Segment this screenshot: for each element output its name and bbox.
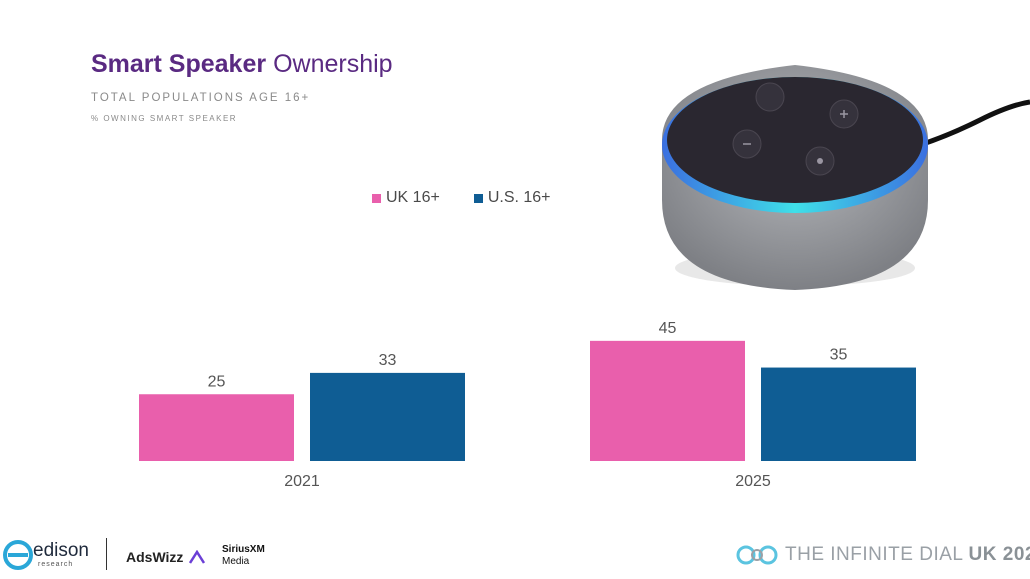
legend-item-us: U.S. 16+	[473, 189, 551, 207]
chart-title: Smart Speaker Ownership	[91, 50, 393, 79]
infinite-dial-text: THE INFINITE DIAL UK 2025	[785, 544, 1030, 566]
edison-logo-icon	[3, 540, 33, 570]
infinite-dial-logo-icon	[736, 545, 778, 565]
legend-swatch-uk	[372, 193, 381, 203]
smart-speaker-image	[662, 65, 1030, 290]
legend-item-uk: UK 16+	[372, 189, 440, 207]
title-bold: Smart Speaker	[91, 50, 267, 78]
x-tick-label: 2025	[735, 473, 771, 490]
legend: UK 16+ U.S. 16+	[372, 189, 551, 207]
bar-2021-us	[310, 372, 465, 461]
chart-subtitle: TOTAL POPULATIONS AGE 16+	[91, 92, 311, 104]
footer-divider	[106, 538, 107, 570]
siriusxm-logo-sub: Media	[222, 556, 250, 567]
data-label: 25	[208, 373, 226, 390]
brand-main: THE INFINITE DIAL	[785, 544, 963, 565]
adswizz-mark-icon	[189, 550, 205, 564]
edison-logo-subtext: research	[38, 561, 74, 568]
data-label: 35	[830, 347, 848, 364]
siriusxm-logo: SiriusXM	[222, 544, 265, 555]
legend-label-uk: UK 16+	[386, 189, 440, 206]
title-rest: Ownership	[273, 50, 393, 78]
data-label: 33	[379, 352, 397, 369]
infinite-dial-brand: THE INFINITE DIAL UK 2025	[735, 540, 1030, 570]
x-tick-label: 2021	[284, 473, 320, 490]
edison-logo-text: edison	[33, 540, 89, 561]
footer-logos: edison research AdsWizz SiriusXM Media	[2, 535, 292, 575]
chart-note: % OWNING SMART SPEAKER	[91, 114, 238, 123]
data-label: 45	[659, 320, 677, 337]
legend-label-us: U.S. 16+	[487, 189, 551, 206]
bar-2025-us	[761, 367, 916, 461]
bar-2025-uk	[590, 340, 745, 461]
adswizz-logo: AdsWizz	[126, 549, 184, 565]
bar-2021-uk	[139, 394, 294, 461]
legend-swatch-us	[473, 193, 483, 203]
brand-tail: UK 2025	[968, 544, 1030, 565]
